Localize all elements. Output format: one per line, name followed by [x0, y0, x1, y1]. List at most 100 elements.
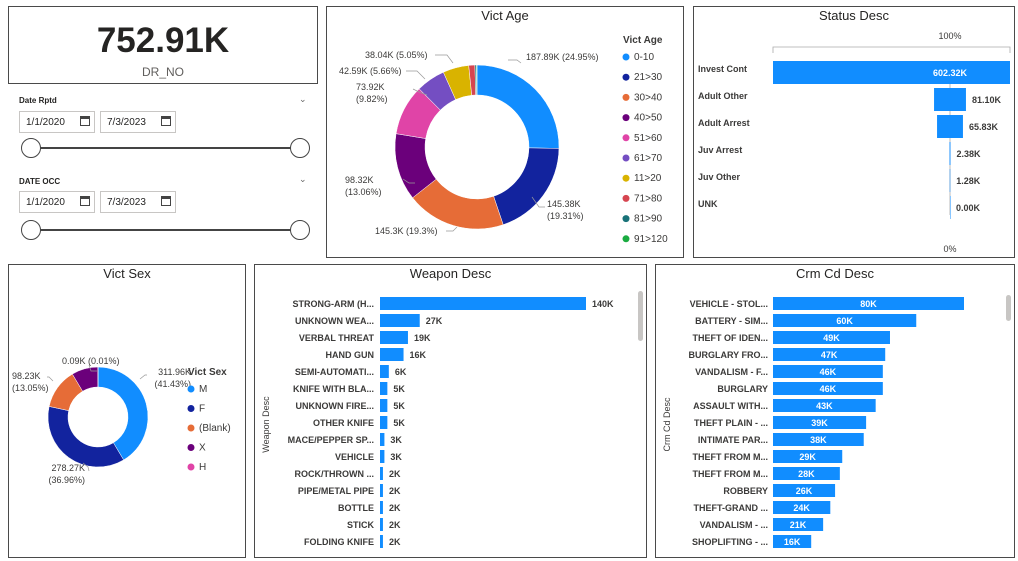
chevron-down-icon[interactable]: ⌄: [299, 174, 307, 184]
crime-bar[interactable]: [773, 348, 886, 361]
legend-item[interactable]: 21>30: [634, 72, 663, 83]
status-bar[interactable]: [950, 196, 951, 219]
vict-sex-slice[interactable]: [97, 366, 149, 461]
leader-line: [82, 462, 90, 472]
legend-marker: [187, 444, 195, 451]
crime-bar[interactable]: [773, 535, 812, 548]
crime-bar[interactable]: [773, 467, 840, 480]
vict-sex-slice[interactable]: [47, 406, 124, 468]
calendar-icon[interactable]: [80, 116, 90, 126]
crime-bar[interactable]: [773, 484, 836, 497]
crime-bar[interactable]: [773, 365, 883, 378]
legend-item[interactable]: H: [199, 462, 206, 473]
data-label: 38K: [810, 435, 827, 445]
slider-end-handle[interactable]: [290, 138, 310, 158]
status-bar[interactable]: [937, 115, 963, 138]
calendar-icon[interactable]: [161, 116, 171, 126]
crime-bar[interactable]: [773, 501, 831, 514]
calendar-icon[interactable]: [80, 196, 90, 206]
data-label: 3K: [390, 435, 402, 445]
chevron-down-icon[interactable]: ⌄: [299, 94, 307, 104]
weapon-bar[interactable]: [380, 416, 388, 429]
weapon-bar[interactable]: [380, 484, 383, 497]
status-bar[interactable]: [934, 88, 966, 111]
legend-marker: [622, 235, 630, 243]
legend-item[interactable]: 40>50: [634, 113, 663, 124]
crime-bar[interactable]: [773, 399, 876, 412]
legend-item[interactable]: 0-10: [634, 52, 654, 63]
weapon-bar[interactable]: [380, 365, 389, 378]
legend-item[interactable]: 11>20: [634, 173, 662, 184]
legend-item[interactable]: 81>90: [634, 214, 663, 225]
crime-bar[interactable]: [773, 518, 824, 531]
slider-start-handle[interactable]: [21, 220, 41, 240]
data-label: 38.04K (5.05%): [365, 50, 428, 60]
data-label: 0.00K: [956, 203, 981, 213]
legend-item[interactable]: (Blank): [199, 423, 231, 434]
weapon-bar[interactable]: [380, 382, 388, 395]
crime-bar[interactable]: [773, 314, 917, 327]
legend-item[interactable]: X: [199, 443, 206, 454]
status-bar[interactable]: [949, 169, 951, 192]
slider-start-handle[interactable]: [21, 138, 41, 158]
vict-age-slice[interactable]: [476, 64, 560, 149]
weapon-bar[interactable]: [380, 433, 385, 446]
status-desc-chart: Status Desc 100% Invest Cont 602.32K Adult …: [693, 6, 1015, 258]
category-label: THEFT PLAIN - ...: [694, 418, 768, 428]
legend-item[interactable]: 30>40: [634, 92, 663, 103]
data-label: 65.83K: [969, 122, 999, 132]
data-label: (19.31%): [547, 211, 584, 221]
legend-item[interactable]: M: [199, 384, 207, 395]
scrollbar[interactable]: [1006, 295, 1011, 321]
crime-bar[interactable]: [773, 433, 864, 446]
vict-age-svg: 187.89K (24.95%) 145.38K (19.31%) 145.3K (1…: [339, 35, 668, 245]
data-label: 2K: [389, 469, 401, 479]
weapon-bar[interactable]: [380, 501, 383, 514]
status-bar[interactable]: [949, 142, 951, 165]
data-label: 5K: [393, 401, 405, 411]
data-label: 98.23K: [12, 371, 41, 381]
weapon-bar[interactable]: [380, 467, 383, 480]
legend-item[interactable]: 61>70: [634, 153, 663, 164]
weapon-bar[interactable]: [380, 450, 385, 463]
legend-item[interactable]: 71>80: [634, 193, 663, 204]
start-date-input[interactable]: 1/1/2020: [19, 191, 95, 213]
start-date-input[interactable]: 1/1/2020: [19, 111, 95, 133]
category-label: BOTTLE: [338, 503, 374, 513]
data-label: 81.10K: [972, 95, 1002, 105]
weapon-bar[interactable]: [380, 314, 420, 327]
legend-item[interactable]: F: [199, 404, 205, 415]
weapon-bar[interactable]: [380, 518, 383, 531]
weapon-bar[interactable]: [380, 331, 408, 344]
legend-item[interactable]: 51>60: [634, 133, 663, 144]
crime-bar[interactable]: [773, 382, 883, 395]
crime-bar[interactable]: [773, 297, 964, 310]
crime-bar[interactable]: [773, 450, 843, 463]
data-label: 73.92K: [356, 82, 385, 92]
status-bar[interactable]: [773, 61, 1010, 84]
category-label: BURGLARY: [717, 384, 768, 394]
chart-title: Vict Sex: [103, 266, 151, 281]
calendar-icon[interactable]: [161, 196, 171, 206]
end-date-input[interactable]: 7/3/2023: [100, 111, 176, 133]
weapon-bar[interactable]: [380, 297, 586, 310]
kpi-card: 752.91K DR_NO: [8, 6, 318, 84]
crime-bar[interactable]: [773, 416, 867, 429]
weapon-bar[interactable]: [380, 399, 388, 412]
weapon-bar[interactable]: [380, 535, 383, 548]
vict-age-slice[interactable]: [476, 64, 478, 96]
weapon-bar[interactable]: [380, 348, 404, 361]
slider-track[interactable]: [30, 229, 302, 231]
data-label: 145.3K (19.3%): [375, 226, 438, 236]
category-label: MACE/PEPPER SP...: [288, 435, 374, 445]
axis-top-label: 100%: [938, 31, 961, 41]
legend-marker: [187, 385, 195, 393]
scrollbar[interactable]: [638, 291, 643, 341]
vict-sex-chart: Vict Sex 311.96K (41.43%) 278.27K (36.96%) 9…: [8, 264, 246, 558]
slider-end-handle[interactable]: [290, 220, 310, 240]
end-date-input[interactable]: 7/3/2023: [100, 191, 176, 213]
chart-title: Vict Age: [481, 8, 529, 23]
legend-item[interactable]: 91>120: [634, 234, 668, 245]
crime-bar[interactable]: [773, 331, 890, 344]
slider-track[interactable]: [30, 147, 302, 149]
